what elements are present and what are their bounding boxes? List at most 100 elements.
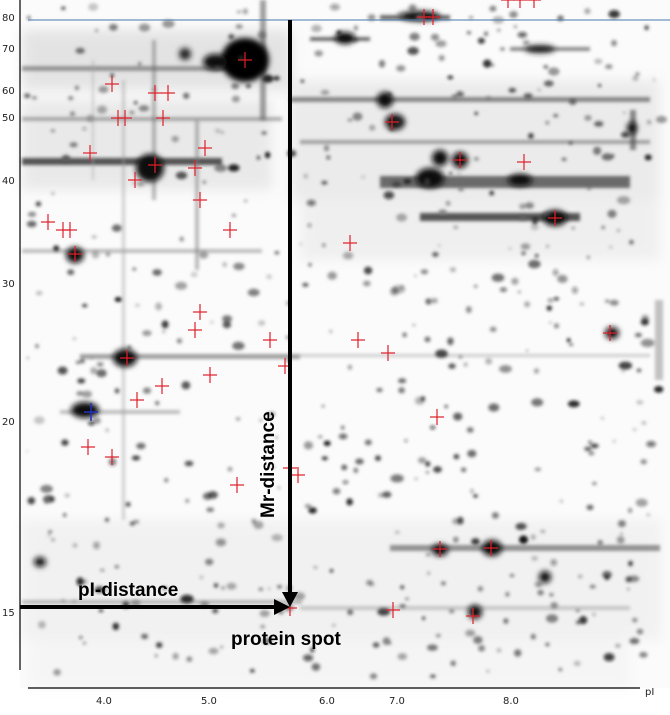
- gel-spot: [612, 440, 616, 443]
- gel-spot: [477, 586, 484, 592]
- gel-spot: [311, 24, 322, 33]
- gel-spot: [652, 78, 656, 82]
- spot-marker-cross: [155, 378, 169, 394]
- gel-spot: [304, 504, 312, 509]
- gel-spot: [136, 181, 145, 187]
- gel-spot: [264, 151, 271, 159]
- gel-spot: [438, 244, 441, 247]
- x-tick-label: 8.0: [503, 696, 519, 707]
- gel-spot: [603, 653, 615, 662]
- gel-spot: [534, 467, 541, 472]
- gel-spot: [425, 471, 430, 474]
- gel-spot: [253, 520, 264, 530]
- gel-spot: [605, 299, 610, 303]
- gel-spot: [531, 398, 544, 407]
- gel-spot: [164, 478, 169, 483]
- gel-spot: [503, 618, 509, 624]
- gel-spot: [311, 663, 321, 671]
- gel-spot: [499, 47, 505, 51]
- gel-spot: [43, 496, 50, 504]
- gel-spot: [26, 220, 37, 228]
- gel-spot: [342, 251, 354, 260]
- spot-marker-cross: [548, 210, 562, 226]
- gel-spot: [352, 112, 363, 121]
- gel-spot: [644, 154, 652, 161]
- gel-spot: [553, 114, 559, 118]
- spot-marker-cross: [188, 160, 202, 176]
- gel-spot: [321, 405, 325, 408]
- gel-spot: [478, 645, 485, 652]
- spot-marker-cross: [130, 392, 144, 408]
- gel-spot: [256, 155, 261, 160]
- reference-spot-marker: [84, 403, 98, 421]
- gel-spot: [573, 660, 581, 667]
- gel-spot: [369, 673, 378, 680]
- spot-marker-cross: [381, 345, 395, 361]
- gel-spot: [594, 121, 604, 127]
- gel-spot: [517, 31, 528, 38]
- gel-spot: [48, 530, 53, 534]
- gel-spot: [521, 251, 526, 255]
- gel-spot: [601, 417, 604, 420]
- gel-spot: [322, 243, 326, 247]
- gel-spot: [308, 263, 312, 267]
- spot-marker-cross: [63, 222, 77, 238]
- gel-spot: [559, 499, 563, 503]
- gel-spot: [86, 114, 95, 123]
- gel-spot: [91, 250, 100, 259]
- spot-marker-cross: [68, 246, 82, 262]
- gel-spot: [190, 271, 198, 278]
- gel-spot: [473, 636, 483, 644]
- gel-spot: [543, 80, 554, 87]
- gel-spot: [513, 25, 518, 29]
- gel-spot: [457, 172, 461, 176]
- gel-spot: [530, 534, 536, 540]
- gel-spot: [247, 288, 260, 297]
- gel-spot: [303, 173, 308, 179]
- gel-spot: [615, 644, 621, 648]
- gel-spot: [199, 575, 203, 579]
- x-tick-label: 4.0: [96, 696, 112, 707]
- gel-spot: [27, 16, 31, 20]
- gel-spot: [635, 72, 640, 76]
- gel-spot: [175, 281, 188, 290]
- gel-spot: [553, 297, 560, 301]
- gel-spot: [377, 492, 385, 498]
- gel-spot: [405, 597, 409, 601]
- spot-marker-cross: [230, 477, 244, 493]
- gel-spot: [646, 441, 656, 448]
- gel-spot: [636, 368, 642, 373]
- gel-spot: [628, 560, 633, 567]
- gel-spot: [546, 305, 552, 311]
- gel-spot: [409, 32, 420, 41]
- gel-spot: [604, 574, 610, 580]
- spot-marker-cross: [513, 0, 527, 8]
- gel-spot: [488, 403, 500, 412]
- gel-spot: [236, 10, 242, 14]
- gel-spot: [491, 63, 495, 67]
- spot-marker-cross: [156, 110, 170, 126]
- gel-spot: [363, 280, 371, 287]
- spot-marker-cross: [291, 467, 305, 483]
- gel-spot: [259, 610, 270, 617]
- gel-spot: [588, 440, 592, 445]
- gel-spot: [274, 251, 280, 255]
- gel-spot: [435, 40, 447, 48]
- gel-spot: [528, 259, 541, 269]
- gel-spot: [407, 46, 419, 55]
- gel-spot: [644, 25, 649, 31]
- gel-spot: [175, 171, 188, 180]
- gel-spot: [27, 211, 37, 217]
- gel-spot: [63, 513, 67, 517]
- gel-spot: [352, 32, 355, 36]
- gel-spot: [430, 425, 436, 430]
- gel-spot: [422, 616, 426, 620]
- gel-spot: [586, 255, 590, 260]
- gel-spot: [110, 73, 114, 78]
- gel-spot: [474, 111, 479, 116]
- gel-spot: [617, 196, 631, 205]
- gel-spot: [321, 180, 328, 185]
- gel-spot: [458, 187, 464, 192]
- gel-spot: [179, 236, 184, 242]
- gel-spot: [53, 669, 61, 676]
